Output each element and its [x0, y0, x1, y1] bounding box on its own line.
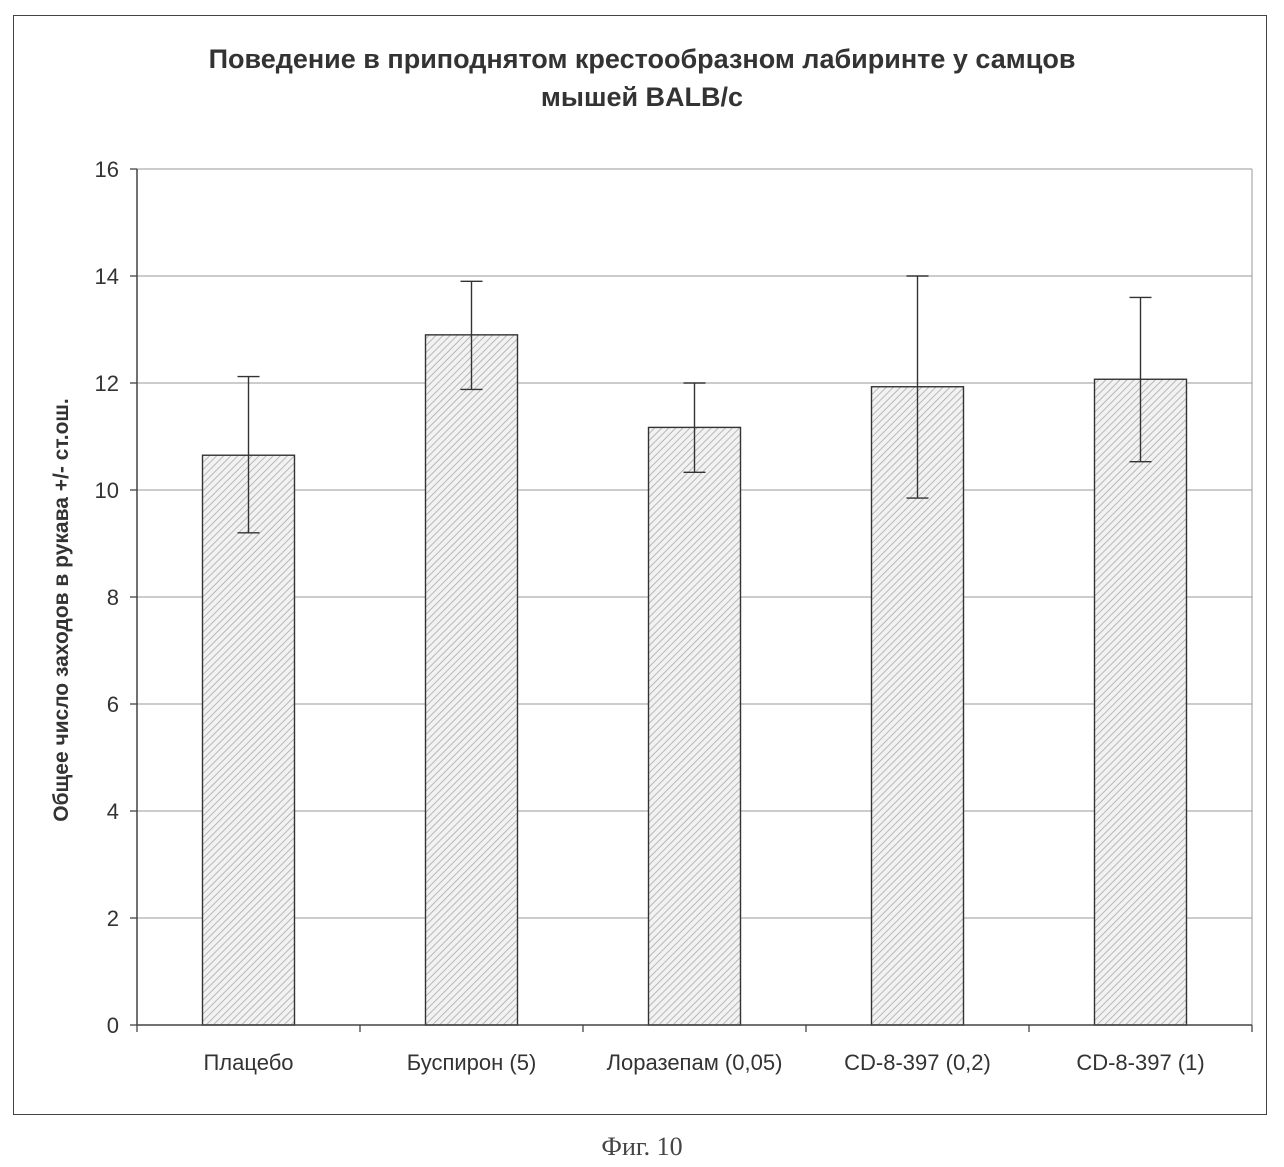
y-tick-label: 14 [95, 264, 119, 289]
y-tick-label: 8 [107, 585, 119, 610]
x-category-label: CD-8-397 (0,2) [844, 1050, 991, 1075]
bar [426, 335, 518, 1025]
y-tick-label: 0 [107, 1013, 119, 1038]
y-tick-label: 10 [95, 478, 119, 503]
y-tick-label: 6 [107, 692, 119, 717]
x-category-label: Буспирон (5) [407, 1050, 537, 1075]
bar [203, 455, 295, 1025]
x-category-label: Плацебо [203, 1050, 293, 1075]
x-category-label: Лоразепам (0,05) [607, 1050, 783, 1075]
bar [649, 427, 741, 1025]
y-tick-label: 12 [95, 371, 119, 396]
y-tick-label: 4 [107, 799, 119, 824]
y-tick-label: 2 [107, 906, 119, 931]
figure-caption: Фиг. 10 [0, 1132, 1284, 1162]
bar [1095, 379, 1187, 1025]
x-category-label: CD-8-397 (1) [1076, 1050, 1204, 1075]
y-tick-label: 16 [95, 157, 119, 182]
